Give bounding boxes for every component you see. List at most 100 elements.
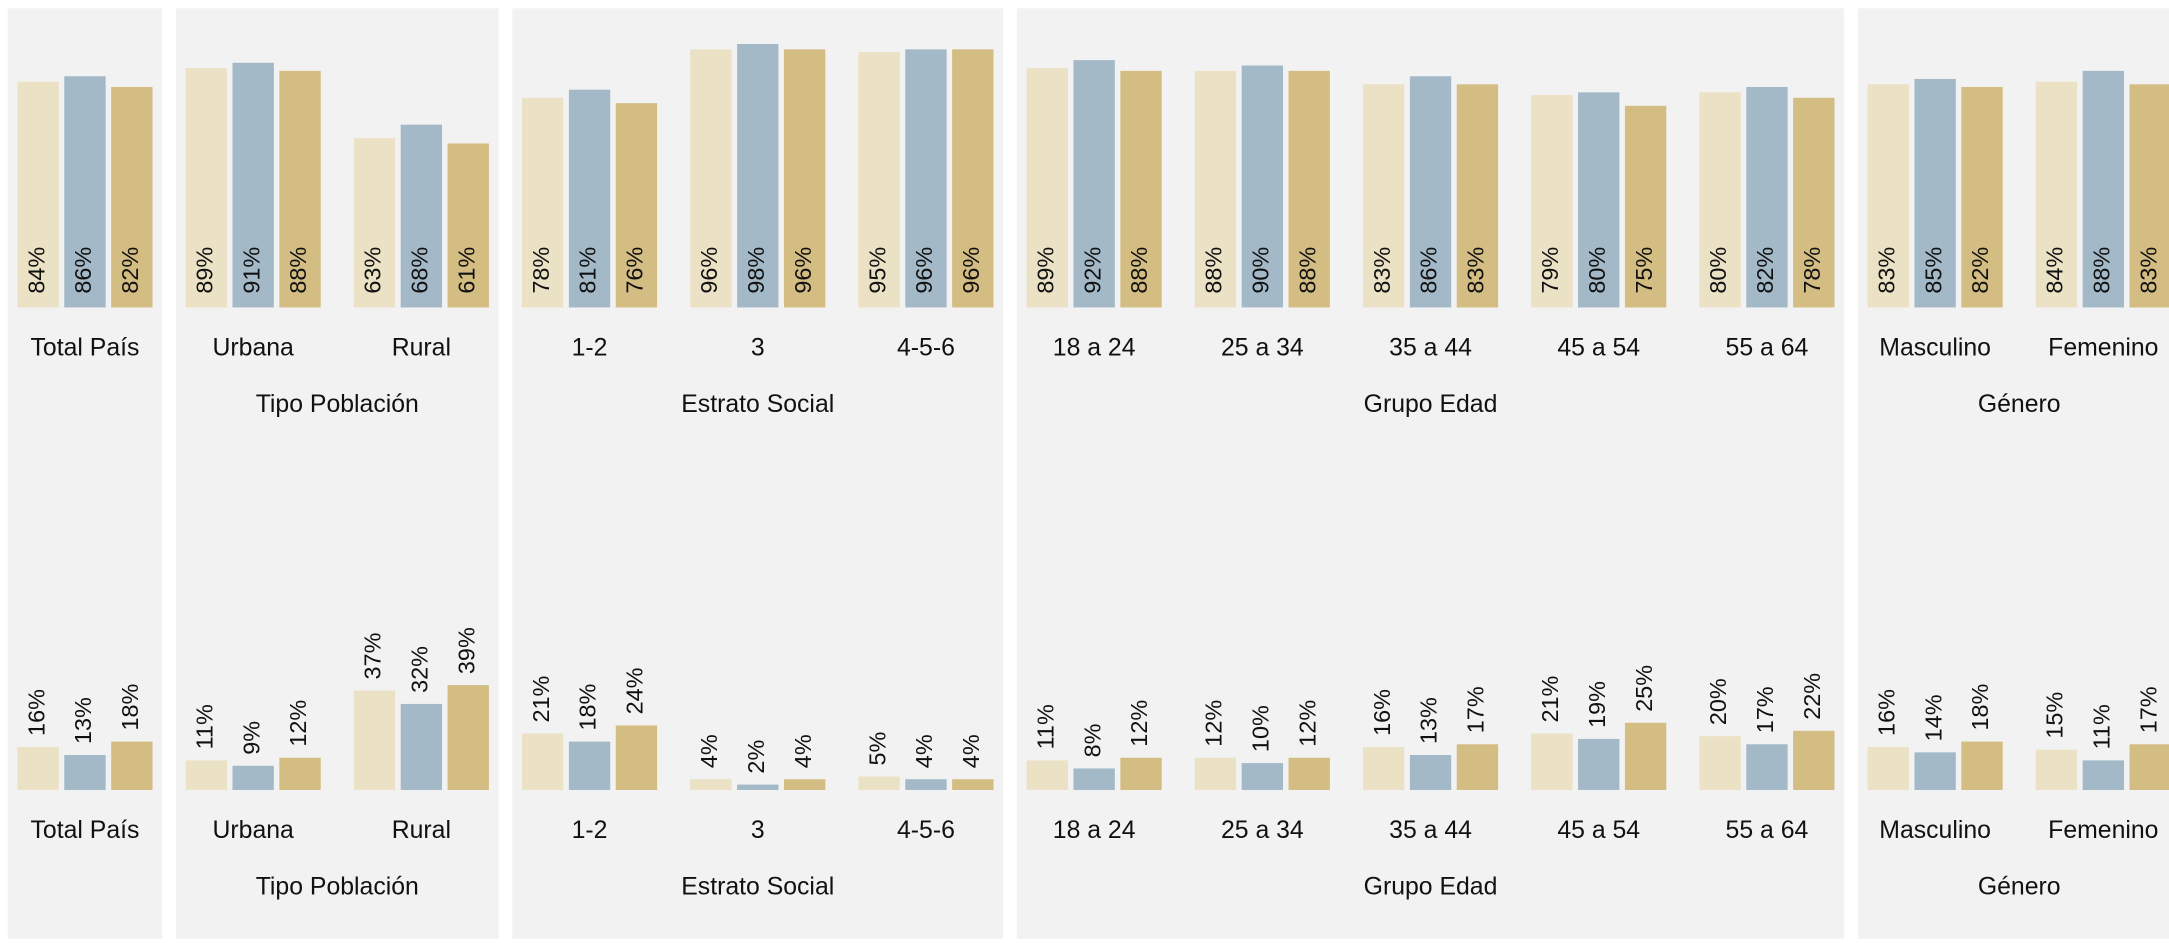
category-label: 45 a 54 xyxy=(1557,335,1640,362)
value-label: 63% xyxy=(360,247,386,294)
bar xyxy=(1746,86,1788,308)
value-label: 88% xyxy=(1294,247,1320,294)
value-label: 17% xyxy=(1463,686,1489,733)
bar xyxy=(232,765,274,790)
category-label: Femenino xyxy=(2048,817,2158,844)
value-label: 76% xyxy=(622,247,648,294)
bar xyxy=(1578,92,1620,308)
value-label: 19% xyxy=(1584,681,1610,728)
bar xyxy=(952,779,994,790)
value-label: 25% xyxy=(1631,665,1657,712)
value-label: 2% xyxy=(743,740,769,774)
bar xyxy=(858,52,900,308)
bar xyxy=(1120,70,1162,308)
value-label: 21% xyxy=(528,676,554,723)
value-label: 91% xyxy=(238,247,264,294)
group-label: Estrato Social xyxy=(681,391,834,418)
value-label: 4% xyxy=(696,734,722,768)
group-label: Tipo Población xyxy=(256,391,419,418)
bar xyxy=(2129,744,2169,790)
group-label: Género xyxy=(1978,874,2061,901)
value-label: 68% xyxy=(407,247,433,294)
value-label: 96% xyxy=(790,247,816,294)
bar xyxy=(1624,722,1667,790)
category-label: 25 a 34 xyxy=(1221,817,1304,844)
bar xyxy=(568,741,611,790)
bar xyxy=(1409,755,1452,790)
category-label: 3 xyxy=(751,817,765,844)
value-label: 88% xyxy=(2089,247,2115,294)
bar xyxy=(353,690,396,790)
bar xyxy=(1578,738,1620,790)
value-label: 4% xyxy=(958,734,984,768)
category-label: 45 a 54 xyxy=(1557,817,1640,844)
bar xyxy=(2082,70,2125,308)
bar xyxy=(400,703,443,790)
bar xyxy=(1362,84,1405,308)
bar xyxy=(737,784,779,790)
bar xyxy=(1914,78,1956,308)
value-label: 39% xyxy=(453,627,479,674)
bar xyxy=(17,81,59,308)
bar xyxy=(400,124,443,308)
category-label: Femenino xyxy=(2048,335,2158,362)
bar xyxy=(1746,744,1788,790)
bar xyxy=(2035,81,2078,308)
category-label: 1-2 xyxy=(572,335,608,362)
category-label: 4-5-6 xyxy=(897,817,955,844)
bar xyxy=(1073,768,1115,790)
value-label: 22% xyxy=(1799,673,1825,720)
value-label: 11% xyxy=(2089,704,2115,749)
group-label: Grupo Edad xyxy=(1364,874,1498,901)
value-label: 83% xyxy=(1369,247,1395,294)
value-label: 21% xyxy=(1537,676,1563,723)
bar xyxy=(2035,749,2078,790)
bar xyxy=(1456,744,1499,790)
bar xyxy=(737,43,779,308)
value-label: 88% xyxy=(1201,247,1227,294)
bar xyxy=(905,779,947,790)
value-label: 17% xyxy=(2135,686,2161,733)
bar xyxy=(1241,65,1284,308)
bar xyxy=(1194,757,1237,790)
category-label: 35 a 44 xyxy=(1389,335,1472,362)
bar xyxy=(1867,746,1909,790)
bar xyxy=(783,779,826,790)
bar xyxy=(279,70,321,308)
bar xyxy=(1073,60,1115,308)
value-label: 4% xyxy=(790,734,816,768)
value-label: 96% xyxy=(911,247,937,294)
value-label: 78% xyxy=(528,247,554,294)
value-label: 89% xyxy=(1032,247,1058,294)
bar xyxy=(858,776,900,790)
value-label: 16% xyxy=(1873,689,1899,736)
value-label: 12% xyxy=(285,700,311,747)
value-label: 4% xyxy=(911,734,937,768)
value-label: 18% xyxy=(1967,684,1993,731)
bar xyxy=(1961,86,2003,308)
value-label: 12% xyxy=(1294,700,1320,747)
value-label: 80% xyxy=(1584,247,1610,294)
value-label: 14% xyxy=(1920,694,1946,741)
bar xyxy=(690,49,732,308)
category-label: Urbana xyxy=(212,335,294,362)
bar xyxy=(1531,95,1573,308)
category-label: 1-2 xyxy=(572,817,608,844)
value-label: 11% xyxy=(1032,704,1058,749)
value-label: 82% xyxy=(1752,247,1778,294)
value-label: 81% xyxy=(575,247,601,294)
bar xyxy=(1194,70,1237,308)
value-label: 83% xyxy=(1463,247,1489,294)
value-label: 75% xyxy=(1631,247,1657,294)
category-label: Total País xyxy=(31,335,140,362)
value-label: 10% xyxy=(1248,705,1274,752)
bar xyxy=(1961,741,2003,790)
bar xyxy=(1288,757,1330,790)
value-label: 96% xyxy=(958,247,984,294)
value-label: 84% xyxy=(2042,247,2068,294)
bar xyxy=(1699,736,1741,790)
value-label: 90% xyxy=(1248,247,1274,294)
value-label: 61% xyxy=(453,247,479,294)
